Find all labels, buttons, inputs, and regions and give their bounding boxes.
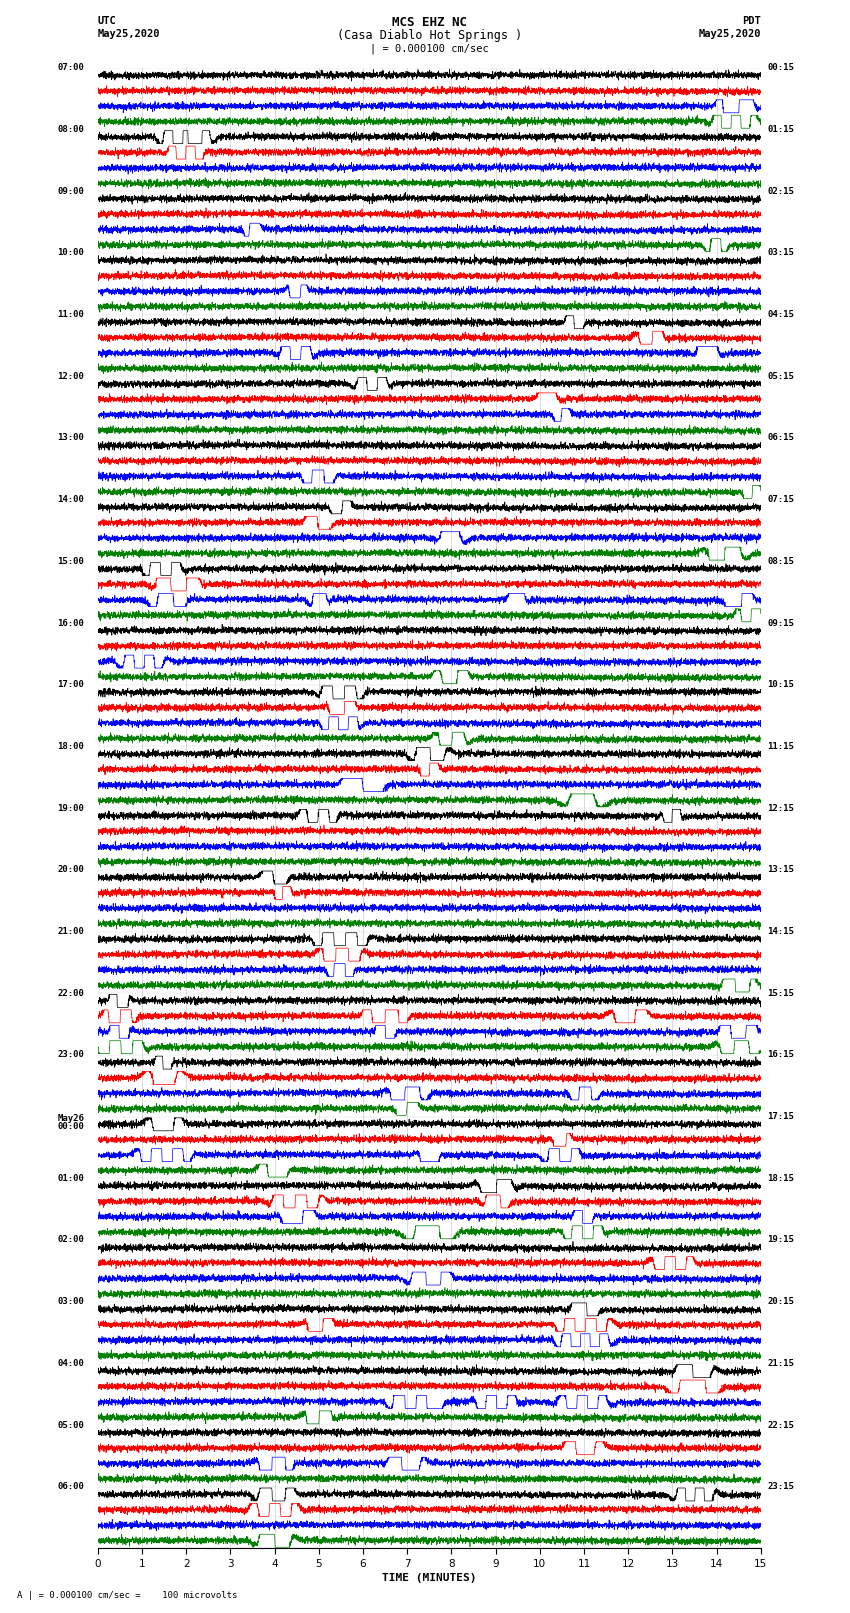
Text: 19:15: 19:15 [768,1236,794,1245]
Text: MCS EHZ NC: MCS EHZ NC [392,16,467,29]
Text: 18:15: 18:15 [768,1174,794,1182]
Text: 01:00: 01:00 [58,1174,84,1182]
Text: 04:00: 04:00 [58,1358,84,1368]
Text: 20:15: 20:15 [768,1297,794,1307]
Text: | = 0.000100 cm/sec: | = 0.000100 cm/sec [370,44,489,55]
Text: 20:00: 20:00 [58,865,84,874]
Text: 12:15: 12:15 [768,803,794,813]
Text: 10:00: 10:00 [58,248,84,258]
Text: 13:00: 13:00 [58,434,84,442]
Text: 23:15: 23:15 [768,1482,794,1492]
Text: 07:00: 07:00 [58,63,84,73]
Text: 11:00: 11:00 [58,310,84,319]
Text: 08:15: 08:15 [768,556,794,566]
Text: 05:00: 05:00 [58,1421,84,1429]
Text: 06:00: 06:00 [58,1482,84,1492]
Text: 07:15: 07:15 [768,495,794,505]
Text: 08:00: 08:00 [58,124,84,134]
Text: 05:15: 05:15 [768,371,794,381]
Text: 14:00: 14:00 [58,495,84,505]
Text: 15:00: 15:00 [58,556,84,566]
Text: 02:00: 02:00 [58,1236,84,1245]
Text: 09:00: 09:00 [58,187,84,195]
Text: 16:00: 16:00 [58,618,84,627]
X-axis label: TIME (MINUTES): TIME (MINUTES) [382,1573,477,1582]
Text: 23:00: 23:00 [58,1050,84,1060]
Text: 11:15: 11:15 [768,742,794,752]
Text: 21:15: 21:15 [768,1358,794,1368]
Text: 12:00: 12:00 [58,371,84,381]
Text: 03:15: 03:15 [768,248,794,258]
Text: 03:00: 03:00 [58,1297,84,1307]
Text: 15:15: 15:15 [768,989,794,998]
Text: 22:15: 22:15 [768,1421,794,1429]
Text: 17:00: 17:00 [58,681,84,689]
Text: 00:00: 00:00 [58,1123,84,1131]
Text: May26: May26 [58,1115,84,1123]
Text: 18:00: 18:00 [58,742,84,752]
Text: 22:00: 22:00 [58,989,84,998]
Text: 17:15: 17:15 [768,1111,794,1121]
Text: 04:15: 04:15 [768,310,794,319]
Text: PDT: PDT [742,16,761,26]
Text: 06:15: 06:15 [768,434,794,442]
Text: (Casa Diablo Hot Springs ): (Casa Diablo Hot Springs ) [337,29,522,42]
Text: 14:15: 14:15 [768,927,794,936]
Text: 19:00: 19:00 [58,803,84,813]
Text: 00:15: 00:15 [768,63,794,73]
Text: May25,2020: May25,2020 [98,29,161,39]
Text: 13:15: 13:15 [768,865,794,874]
Text: 01:15: 01:15 [768,124,794,134]
Text: 09:15: 09:15 [768,618,794,627]
Text: 10:15: 10:15 [768,681,794,689]
Text: 21:00: 21:00 [58,927,84,936]
Text: UTC: UTC [98,16,116,26]
Text: May25,2020: May25,2020 [698,29,761,39]
Text: 02:15: 02:15 [768,187,794,195]
Text: 16:15: 16:15 [768,1050,794,1060]
Text: A | = 0.000100 cm/sec =    100 microvolts: A | = 0.000100 cm/sec = 100 microvolts [17,1590,237,1600]
